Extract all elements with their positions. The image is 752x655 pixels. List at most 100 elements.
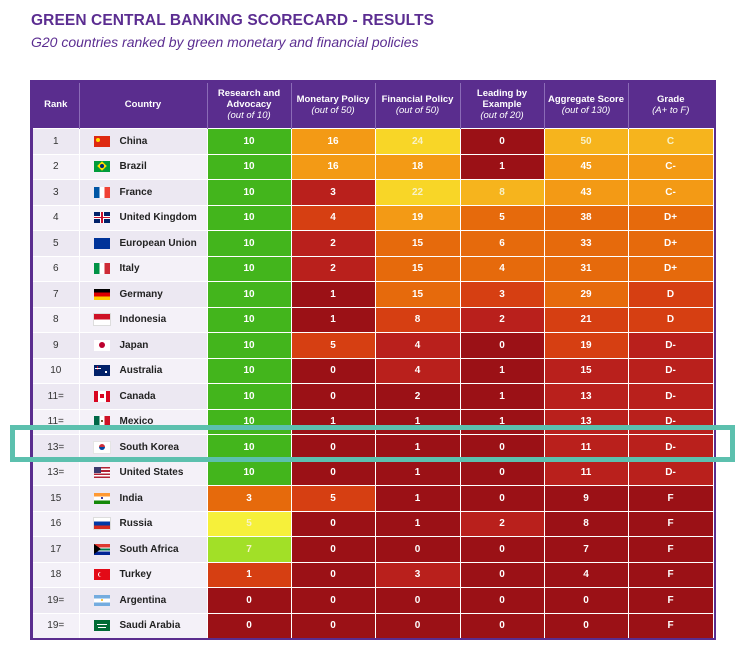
- country-name: Germany: [119, 288, 163, 300]
- leading-by-example-cell: 3: [460, 281, 545, 307]
- country-cell: Brazil: [79, 153, 208, 180]
- country-cell: Australia: [79, 357, 208, 384]
- column-header-label: Rank: [44, 99, 68, 111]
- table-row-south-africa: 17 South Africa 7 0 0 0 7 F: [33, 536, 714, 562]
- research-advocacy-cell: 10: [207, 383, 292, 409]
- rank-cell: 9: [33, 332, 80, 358]
- research-advocacy-cell: 1: [207, 561, 292, 588]
- leading-by-example-cell: 0: [460, 561, 545, 588]
- column-header-label: Grade: [657, 93, 685, 105]
- aggregate-score-cell: 13: [544, 408, 629, 435]
- monetary-policy-cell: 0: [291, 459, 376, 486]
- aggregate-score-cell: 4: [544, 561, 629, 588]
- column-header-rank: Rank: [33, 83, 80, 129]
- research-advocacy-cell: 10: [207, 179, 292, 205]
- country-name: France: [119, 186, 153, 198]
- monetary-policy-cell: 0: [291, 612, 376, 638]
- research-advocacy-cell: 0: [207, 587, 292, 613]
- country-name: Italy: [119, 263, 140, 275]
- table-row-india: 15 India 3 5 1 0 9 F: [33, 485, 714, 511]
- rank-cell: 15: [33, 485, 80, 511]
- research-advocacy-cell: 10: [207, 230, 292, 256]
- country-name: European Union: [119, 237, 197, 249]
- financial-policy-cell: 22: [375, 179, 461, 205]
- country-name: Brazil: [119, 161, 147, 173]
- rank-cell: 11=: [33, 408, 80, 435]
- column-header-sublabel: (out of 50): [395, 104, 440, 116]
- country-cell: Mexico: [79, 408, 208, 435]
- leading-by-example-cell: 0: [460, 332, 545, 358]
- country-cell: United Kingdom: [79, 204, 208, 231]
- country-cell: Japan: [79, 332, 208, 358]
- grade-cell: D: [628, 306, 714, 333]
- monetary-policy-cell: 5: [291, 332, 376, 358]
- column-header-label: Leading by Example: [476, 88, 528, 111]
- leading-by-example-cell: 1: [460, 153, 545, 180]
- rank-cell: 19=: [33, 587, 80, 613]
- monetary-policy-cell: 0: [291, 434, 376, 460]
- table-row-saudi-arabia: 19= Saudi Arabia 0 0 0 0 0 F: [33, 612, 714, 638]
- financial-policy-cell: 19: [375, 204, 461, 231]
- aggregate-score-cell: 13: [544, 383, 629, 409]
- australia-flag-icon: [93, 365, 110, 377]
- leading-by-example-cell: 2: [460, 306, 545, 333]
- country-cell: Russia: [79, 510, 208, 537]
- column-header-label: Financial Policy: [381, 93, 454, 105]
- monetary-policy-cell: 0: [291, 383, 376, 409]
- table-row-australia: 10 Australia 10 0 4 1 15 D-: [33, 357, 714, 384]
- country-cell: Canada: [79, 383, 208, 409]
- aggregate-score-cell: 15: [544, 357, 629, 384]
- financial-policy-cell: 15: [375, 281, 461, 307]
- aggregate-score-cell: 9: [544, 485, 629, 511]
- research-advocacy-cell: 10: [207, 281, 292, 307]
- country-cell: South Korea: [79, 434, 208, 460]
- country-cell: United States: [79, 459, 208, 486]
- financial-policy-cell: 15: [375, 230, 461, 256]
- grade-cell: F: [628, 612, 714, 638]
- research-advocacy-cell: 10: [207, 434, 292, 460]
- leading-by-example-cell: 6: [460, 230, 545, 256]
- table-row-united-kingdom: 4 United Kingdom 10 4 19 5 38 D+: [33, 204, 714, 231]
- grade-cell: D-: [628, 357, 714, 384]
- grade-cell: D-: [628, 383, 714, 409]
- aggregate-score-cell: 11: [544, 434, 629, 460]
- rank-cell: 13=: [33, 459, 80, 486]
- grade-cell: F: [628, 561, 714, 588]
- eu-flag-icon: [93, 237, 110, 249]
- grade-cell: F: [628, 536, 714, 562]
- grade-cell: D-: [628, 332, 714, 358]
- research-advocacy-cell: 10: [207, 255, 292, 282]
- table-header-row: Rank Country Research and Advocacy (out of …: [33, 83, 713, 129]
- table-row-japan: 9 Japan 10 5 4 0 19 D-: [33, 332, 714, 358]
- china-flag-icon: [93, 135, 110, 147]
- monetary-policy-cell: 0: [291, 587, 376, 613]
- column-header-sublabel: (out of 10): [227, 109, 271, 121]
- monetary-policy-cell: 0: [291, 357, 376, 384]
- aggregate-score-cell: 33: [544, 230, 629, 256]
- rank-cell: 1: [33, 128, 80, 154]
- column-header-grade: Grade (A+ to F): [628, 83, 713, 129]
- column-header-financial-policy: Financial Policy (out of 50): [375, 83, 461, 129]
- table-row-united-states: 13= United States 10 0 1 0 11 D-: [33, 459, 714, 486]
- grade-cell: F: [628, 587, 714, 613]
- leading-by-example-cell: 4: [460, 255, 545, 282]
- research-advocacy-cell: 10: [207, 332, 292, 358]
- leading-by-example-cell: 8: [460, 179, 545, 205]
- research-advocacy-cell: 7: [207, 536, 292, 562]
- research-advocacy-cell: 10: [207, 306, 292, 333]
- research-advocacy-cell: 10: [207, 128, 292, 154]
- aggregate-score-cell: 7: [544, 536, 629, 562]
- country-cell: Indonesia: [79, 306, 208, 333]
- saudi-arabia-flag-icon: [93, 620, 110, 632]
- mexico-flag-icon: [93, 416, 110, 428]
- leading-by-example-cell: 2: [460, 510, 545, 537]
- rank-cell: 18: [33, 561, 80, 588]
- us-flag-icon: [93, 467, 110, 479]
- brazil-flag-icon: [93, 161, 110, 173]
- country-cell: Italy: [79, 255, 208, 282]
- country-cell: Germany: [79, 281, 208, 307]
- monetary-policy-cell: 0: [291, 510, 376, 537]
- aggregate-score-cell: 29: [544, 281, 629, 307]
- grade-cell: C: [628, 128, 714, 154]
- column-header-aggregate-score: Aggregate Score (out of 130): [544, 83, 629, 129]
